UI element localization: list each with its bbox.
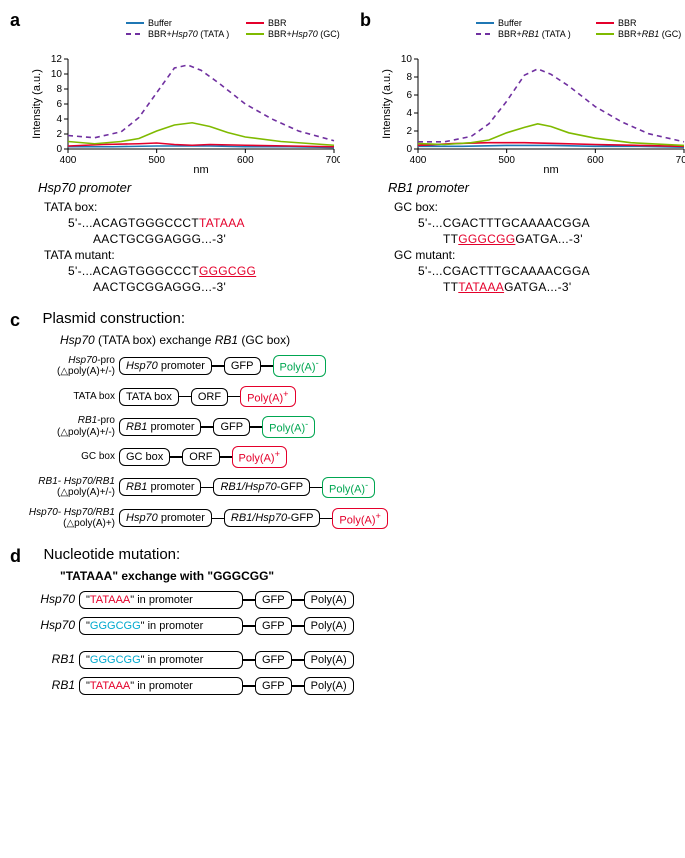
panel-a: a 400 500 600 700 0 2 4 6 8 10 12 nm Intensity (a.u.… <box>10 10 340 296</box>
svg-text:Buffer: Buffer <box>148 18 172 28</box>
construct-row: Hsp70-pro(△poly(A)+/-)Hsp70 promoterGFPP… <box>20 355 675 378</box>
svg-text:BBR: BBR <box>618 18 637 28</box>
svg-text:2: 2 <box>406 126 412 137</box>
svg-text:4: 4 <box>406 108 412 119</box>
mutation-row: RB1"GGGCGG" in promoterGFPPoly(A) <box>20 651 675 669</box>
panel-d-title: Nucleotide mutation: <box>43 546 180 563</box>
svg-text:700: 700 <box>326 155 340 166</box>
svg-text:0: 0 <box>56 144 62 155</box>
construct-row: RB1-pro(△poly(A)+/-)RB1 promoterGFPPoly(… <box>20 415 675 438</box>
panel-b-label: b <box>360 10 371 31</box>
panel-d: d Nucleotide mutation: "TATAAA" exchange… <box>10 546 675 695</box>
construct-row: GC boxGC boxORFPoly(A)+ <box>20 446 675 468</box>
svg-text:6: 6 <box>406 90 412 101</box>
construct-row: RB1- Hsp70/RB1(△poly(A)+/-)RB1 promoterR… <box>20 476 675 499</box>
svg-text:500: 500 <box>148 155 165 166</box>
panel-d-label: d <box>10 546 21 567</box>
svg-text:10: 10 <box>401 54 413 65</box>
panel-a-label: a <box>10 10 20 31</box>
panel-b: b 400 500 600 700 0 2 4 6 8 10 nm Intensity (a.u.) B… <box>360 10 685 296</box>
construct-row: Hsp70- Hsp70/RB1(△poly(A)+)Hsp70 promote… <box>20 507 675 530</box>
svg-text:500: 500 <box>498 155 515 166</box>
svg-text:BBR+Hsp70 (TATA ): BBR+Hsp70 (TATA ) <box>148 29 229 39</box>
mutation-row: Hsp70"GGGCGG" in promoterGFPPoly(A) <box>20 617 675 635</box>
svg-text:400: 400 <box>60 155 77 166</box>
svg-text:4: 4 <box>56 114 62 125</box>
svg-text:8: 8 <box>56 84 62 95</box>
svg-text:Buffer: Buffer <box>498 18 522 28</box>
seq-block-b: RB1 promoter GC box:5'-...CGACTTTGCAAAAC… <box>388 179 685 296</box>
svg-text:8: 8 <box>406 72 412 83</box>
svg-text:600: 600 <box>237 155 254 166</box>
panel-d-sub: "TATAAA" exchange with "GGGCGG" <box>60 569 675 583</box>
panel-c-title: Plasmid construction: <box>42 310 185 327</box>
svg-text:10: 10 <box>51 69 63 80</box>
svg-text:BBR+RB1 (TATA ): BBR+RB1 (TATA ) <box>498 29 571 39</box>
svg-text:400: 400 <box>410 155 427 166</box>
svg-text:nm: nm <box>193 164 208 175</box>
chart-a: 400 500 600 700 0 2 4 6 8 10 12 nm Intensity (a.u.) B… <box>30 15 340 175</box>
svg-text:BBR+RB1 (GC): BBR+RB1 (GC) <box>618 29 681 39</box>
panel-c-sub: Hsp70 (TATA box) exchange RB1 (GC box) <box>60 333 675 347</box>
svg-text:700: 700 <box>676 155 685 166</box>
panel-c: c Plasmid construction: Hsp70 (TATA box)… <box>10 310 675 530</box>
panel-c-label: c <box>10 310 20 331</box>
seq-block-a: Hsp70 promoter TATA box:5'-...ACAGTGGGCC… <box>38 179 340 296</box>
svg-text:0: 0 <box>406 144 412 155</box>
svg-text:BBR: BBR <box>268 18 287 28</box>
svg-text:6: 6 <box>56 99 62 110</box>
svg-text:Intensity (a.u.): Intensity (a.u.) <box>381 69 393 139</box>
svg-text:Intensity (a.u.): Intensity (a.u.) <box>31 69 43 139</box>
svg-text:nm: nm <box>543 164 558 175</box>
mutation-row: RB1"TATAAA" in promoterGFPPoly(A) <box>20 677 675 695</box>
construct-row: TATA boxTATA boxORFPoly(A)+ <box>20 386 675 408</box>
mutation-row: Hsp70"TATAAA" in promoterGFPPoly(A) <box>20 591 675 609</box>
svg-text:12: 12 <box>51 54 63 65</box>
svg-text:600: 600 <box>587 155 604 166</box>
chart-b: 400 500 600 700 0 2 4 6 8 10 nm Intensity (a.u.) Buf… <box>380 15 685 175</box>
svg-text:2: 2 <box>56 129 62 140</box>
svg-text:BBR+Hsp70 (GC): BBR+Hsp70 (GC) <box>268 29 340 39</box>
